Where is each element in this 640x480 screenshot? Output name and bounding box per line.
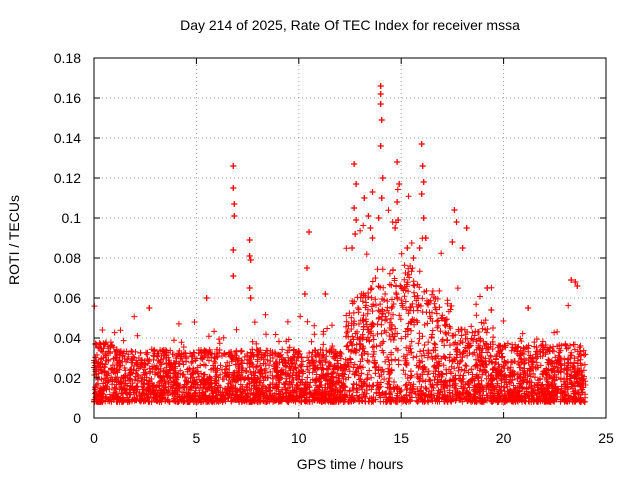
roti-point <box>392 225 399 231</box>
axis-ticks <box>93 57 607 419</box>
roti-point <box>377 143 384 149</box>
roti-point <box>418 141 425 147</box>
roti-point <box>525 305 532 311</box>
roti-point <box>379 175 386 181</box>
y-tick-label: 0.06 <box>54 290 81 306</box>
roti-point <box>247 257 254 263</box>
x-axis-label: GPS time / hours <box>296 456 404 472</box>
x-tick-label: 10 <box>291 430 307 446</box>
roti-point <box>377 101 384 107</box>
roti-point <box>377 83 384 89</box>
roti-point <box>420 215 427 221</box>
roti-point <box>231 201 238 207</box>
roti-point <box>349 245 356 251</box>
roti-point <box>395 217 402 223</box>
roti-point <box>351 161 358 167</box>
roti-point <box>396 181 403 187</box>
roti-point <box>378 117 385 123</box>
y-tick-label: 0 <box>73 410 81 426</box>
roti-point <box>303 265 310 271</box>
roti-point <box>246 285 253 291</box>
roti-point <box>230 273 237 279</box>
roti-point <box>247 295 254 301</box>
roti-point <box>367 225 374 231</box>
roti-point <box>353 181 360 187</box>
roti-point <box>351 205 358 211</box>
roti-point <box>322 291 329 297</box>
roti-point <box>572 279 579 285</box>
roti-point <box>375 215 382 221</box>
y-tick-label: 0.08 <box>54 250 81 266</box>
roti-point <box>419 163 426 169</box>
y-tick-label: 0.04 <box>54 330 81 346</box>
roti-point <box>410 255 417 261</box>
roti-point <box>369 189 376 195</box>
roti-point <box>459 245 466 251</box>
x-tick-label: 15 <box>393 430 409 446</box>
roti-point-cloud <box>91 83 589 405</box>
x-tick-label: 0 <box>90 430 98 446</box>
data-points <box>91 83 589 405</box>
x-tick-labels: 0 5 10 15 20 25 <box>90 430 614 446</box>
roti-point <box>416 245 423 251</box>
y-tick-label: 0.12 <box>54 170 81 186</box>
y-tick-label: 0.02 <box>54 370 81 386</box>
roti-point <box>352 231 359 237</box>
roti-point <box>418 191 425 197</box>
roti-point <box>230 185 237 191</box>
roti-point <box>146 305 153 311</box>
roti-point <box>420 179 427 185</box>
roti-point <box>394 199 401 205</box>
roti-point <box>306 229 313 235</box>
roti-point <box>378 195 385 201</box>
roti-point <box>404 245 411 251</box>
roti-point <box>463 225 470 231</box>
roti-point <box>230 163 237 169</box>
x-tick-label: 20 <box>496 430 512 446</box>
roti-point <box>353 217 360 223</box>
roti-point <box>488 307 495 313</box>
y-axis-label: ROTI / TECUs <box>6 195 22 285</box>
roti-point <box>453 219 460 225</box>
roti-point <box>361 195 368 201</box>
y-tick-label: 0.14 <box>54 130 81 146</box>
roti-point <box>301 291 308 297</box>
roti-point <box>422 235 429 241</box>
plot-frame <box>93 57 607 419</box>
roti-point <box>451 207 458 213</box>
x-tick-label: 25 <box>598 430 614 446</box>
y-tick-label: 0.1 <box>62 210 82 226</box>
y-tick-labels: 0 0.02 0.04 0.06 0.08 0.1 0.12 0.14 0.16 0.18 <box>54 50 81 426</box>
roti-point <box>369 235 376 241</box>
roti-point <box>568 277 575 283</box>
x-tick-label: 5 <box>193 430 201 446</box>
roti-point <box>484 285 491 291</box>
roti-point <box>574 283 581 289</box>
y-tick-label: 0.16 <box>54 90 81 106</box>
chart-title: Day 214 of 2025, Rate Of TEC Index for r… <box>180 17 520 33</box>
roti-point <box>365 213 372 219</box>
roti-point <box>246 237 253 243</box>
roti-point <box>377 91 384 97</box>
roti-point <box>394 159 401 165</box>
y-tick-label: 0.18 <box>54 50 81 66</box>
roti-point <box>231 213 238 219</box>
roti-point <box>449 239 456 245</box>
roti-point <box>203 295 210 301</box>
roti-point <box>246 253 253 259</box>
grid-lines <box>94 58 606 418</box>
roti-point <box>230 247 237 253</box>
